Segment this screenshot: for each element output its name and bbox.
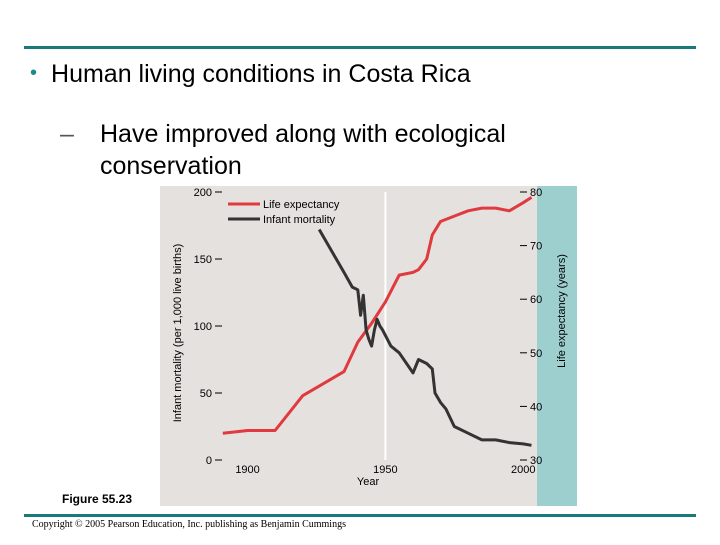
series-line-infant-mortality [317, 228, 532, 447]
y-left-tick-label-150: 150 [194, 254, 212, 266]
bullet-icon: • [30, 62, 38, 84]
copyright-text: Copyright © 2005 Pearson Education, Inc.… [32, 519, 346, 530]
subtitle-dash: – [60, 120, 74, 148]
y-left-tick-label-50: 50 [200, 388, 212, 400]
x-tick-label-1950: 1950 [373, 464, 397, 476]
top-rule [24, 46, 696, 49]
subtitle-line1: Have improved along with ecological [100, 120, 506, 148]
y-right-tick-label-50: 50 [530, 348, 542, 360]
slide-title: • Human living conditions in Costa Rica [30, 60, 471, 89]
legend-label-infant-mortality: Infant mortality [263, 214, 336, 226]
legend-label-life-expectancy: Life expectancy [263, 199, 340, 211]
y-left-tick-label-0: 0 [206, 455, 212, 467]
y-right-tick-label-70: 70 [530, 241, 542, 253]
subtitle-line2: conservation [100, 152, 242, 180]
legend: Life expectancy Infant mortality [228, 199, 340, 226]
y-axis-left-title: Infant mortality (per 1,000 live births) [172, 244, 184, 423]
y-right-tick-label-40: 40 [530, 401, 542, 413]
figure-label: Figure 55.23 [62, 492, 133, 506]
x-axis-ticks: 1900 1950 2000 [235, 464, 535, 476]
y-right-tick-label-30: 30 [530, 455, 542, 467]
series-line-life-expectancy [222, 196, 533, 435]
slide-subtitle: – Have improved along with ecological con… [60, 118, 506, 182]
slide-title-text: Human living conditions in Costa Rica [51, 60, 471, 88]
right-axis-panel [537, 186, 577, 506]
y-axis-left-ticks: 0 50 100 150 200 [194, 187, 222, 467]
bottom-rule [24, 514, 696, 517]
x-tick-label-1900: 1900 [235, 464, 259, 476]
x-tick-label-2000: 2000 [511, 464, 535, 476]
x-axis-title: Year [357, 476, 380, 488]
y-axis-right-title: Life expectancy (years) [556, 254, 568, 368]
y-right-tick-label-80: 80 [530, 187, 542, 199]
y-left-tick-label-100: 100 [194, 321, 212, 333]
y-right-tick-label-60: 60 [530, 294, 542, 306]
y-left-tick-label-200: 200 [194, 187, 212, 199]
y-axis-right-ticks: 30 40 50 60 70 80 [520, 187, 542, 467]
